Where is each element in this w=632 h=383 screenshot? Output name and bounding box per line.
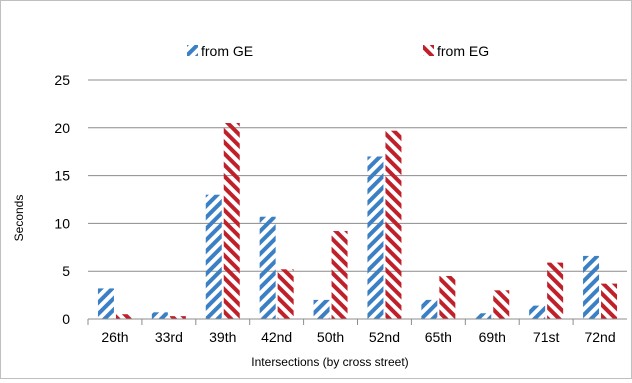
x-tick-label: 65th xyxy=(425,329,452,345)
bar-eg-65th xyxy=(439,275,456,319)
bar-ge-39th xyxy=(205,194,222,319)
y-tick-label: 15 xyxy=(54,168,70,184)
bar-eg-71st xyxy=(547,262,564,319)
y-axis-title: Seconds xyxy=(12,195,26,242)
bar-ge-33rd xyxy=(151,312,168,319)
x-tick-label: 33rd xyxy=(155,329,183,345)
bar-ge-72nd xyxy=(583,255,600,319)
legend-swatch xyxy=(423,45,434,56)
bar-ge-52nd xyxy=(367,156,384,319)
axes: 0 5 10 15 20 25 26th 33rd 39th 42nd 50th 52nd 65th 69… xyxy=(54,72,627,345)
x-tick-label: 69th xyxy=(479,329,506,345)
x-tick-label: 52nd xyxy=(369,329,400,345)
bar-ge-69th xyxy=(475,313,492,319)
bar-eg-39th xyxy=(223,123,240,320)
y-tick-label: 25 xyxy=(54,72,70,88)
y-tick-label: 20 xyxy=(54,120,70,136)
x-tick-label: 71st xyxy=(533,329,560,345)
legend-label: from EG xyxy=(437,43,489,59)
bar-ge-65th xyxy=(421,299,438,319)
bar-eg-52nd xyxy=(385,130,402,319)
legend-label: from GE xyxy=(201,43,253,59)
bar-ge-26th xyxy=(97,288,114,319)
x-tick-label: 42nd xyxy=(261,329,292,345)
legend: from GE from EG xyxy=(187,43,489,59)
bar-ge-42nd xyxy=(259,216,276,319)
bar-eg-72nd xyxy=(601,283,618,319)
bar-eg-26th xyxy=(115,314,132,319)
bar-eg-33rd xyxy=(169,316,186,319)
x-tick-label: 72nd xyxy=(584,329,615,345)
bar-eg-69th xyxy=(493,290,510,319)
y-tick-label: 10 xyxy=(54,215,70,231)
gridlines xyxy=(88,79,627,272)
bar-ge-50th xyxy=(313,299,330,319)
x-axis-title: Intersections (by cross street) xyxy=(251,355,408,369)
x-tick-label: 50th xyxy=(317,329,344,345)
x-tick-label: 39th xyxy=(209,329,236,345)
bar-eg-42nd xyxy=(277,269,294,319)
bars xyxy=(97,123,618,320)
x-tick-label: 26th xyxy=(101,329,128,345)
bar-ge-71st xyxy=(529,305,546,319)
legend-swatch xyxy=(187,45,198,56)
y-tick-label: 0 xyxy=(62,311,70,327)
bar-eg-50th xyxy=(331,231,348,319)
y-tick-label: 5 xyxy=(62,263,70,279)
